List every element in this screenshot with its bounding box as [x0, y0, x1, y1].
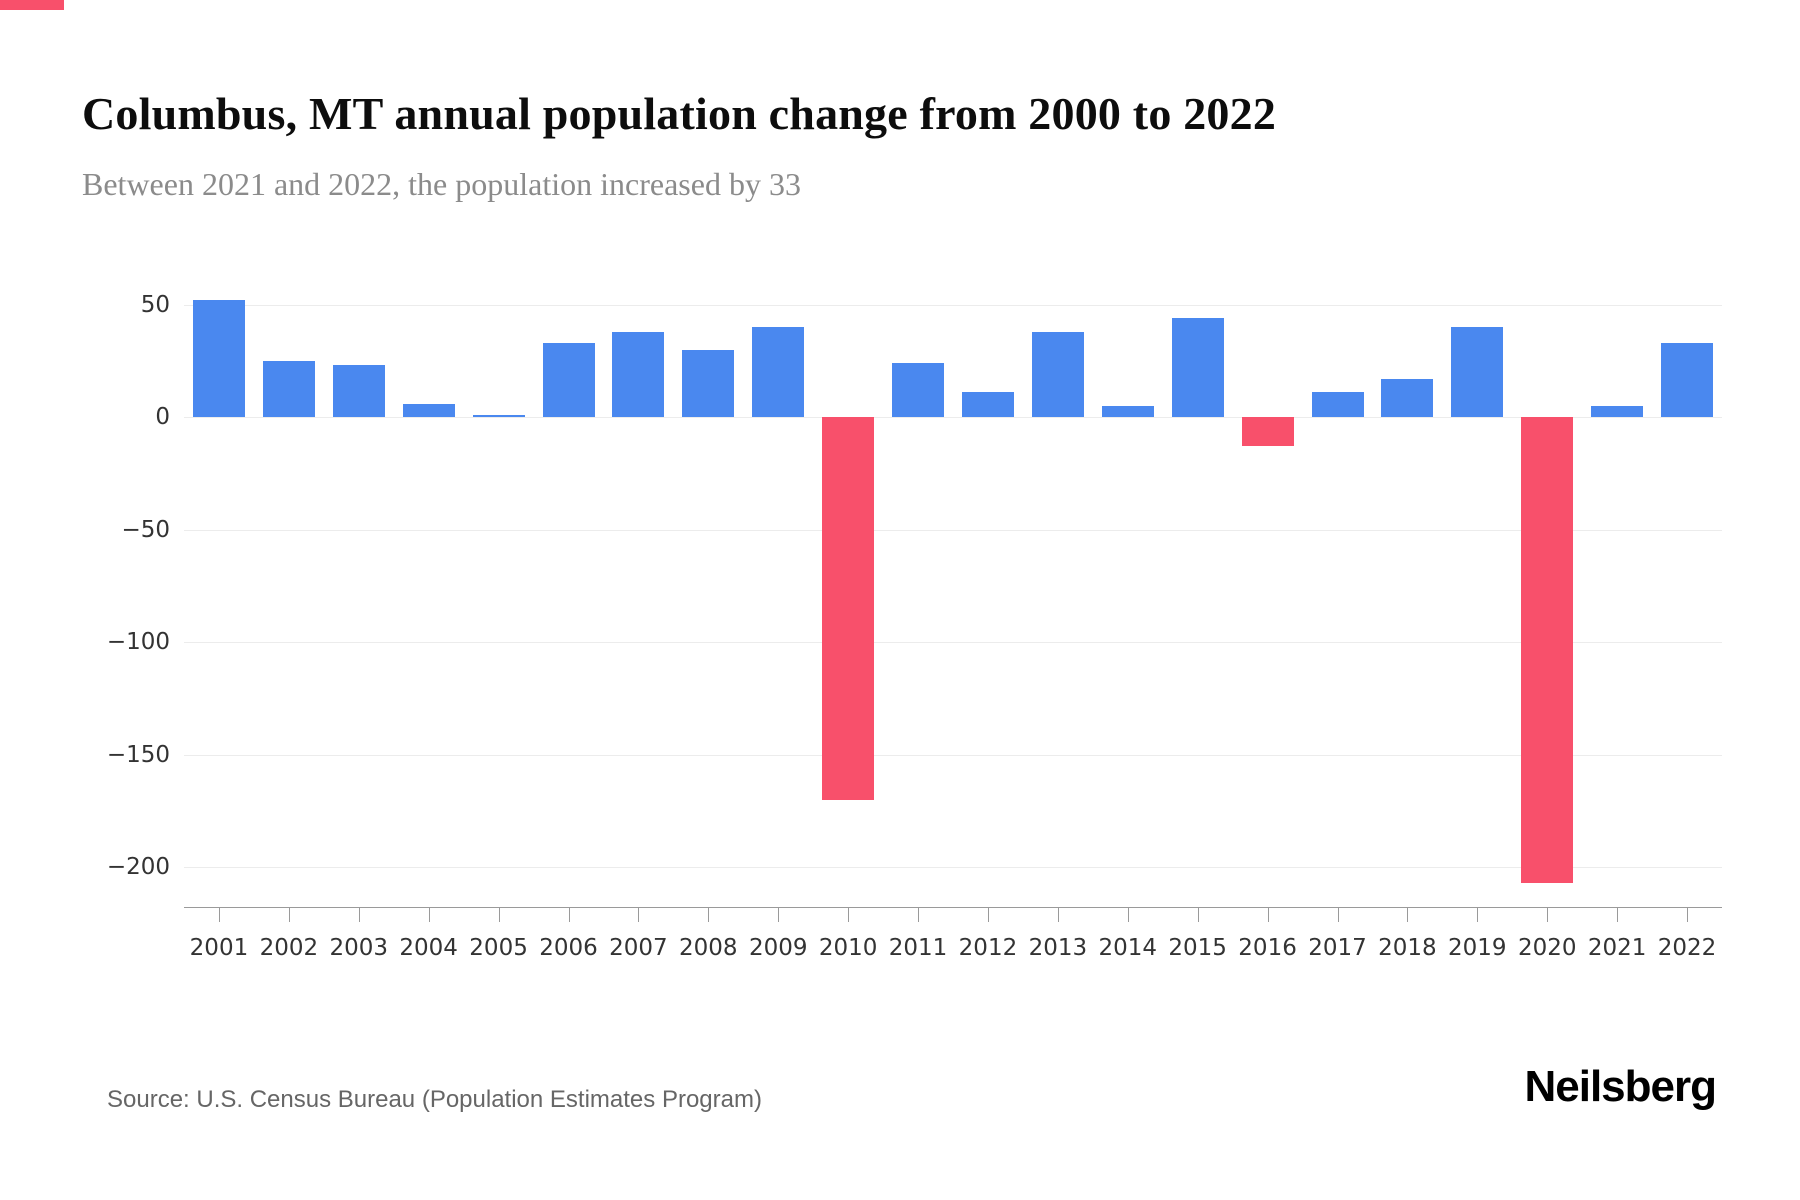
x-axis-tick [638, 907, 640, 922]
x-axis-tick-label: 2014 [1098, 935, 1158, 961]
x-axis-tick [708, 907, 710, 922]
chart-subtitle: Between 2021 and 2022, the population in… [82, 166, 801, 202]
x-axis-tick-label: 2012 [958, 935, 1018, 961]
x-axis-tick [1267, 907, 1269, 922]
x-axis-tick-label: 2021 [1587, 935, 1647, 961]
gridline [184, 304, 1722, 306]
x-axis-tick [778, 907, 780, 922]
bar-2014[interactable] [1101, 405, 1154, 417]
x-axis-tick-label: 2002 [259, 935, 319, 961]
x-axis-tick [428, 907, 430, 922]
bar-2007[interactable] [612, 331, 665, 417]
y-axis-tick-label: −200 [106, 854, 170, 880]
x-axis-tick-label: 2006 [539, 935, 598, 961]
x-axis-tick-label: 2011 [888, 935, 948, 961]
chart-title: Columbus, MT annual population change fr… [82, 87, 1277, 139]
x-axis-tick [1057, 907, 1059, 922]
gridline [184, 867, 1722, 868]
x-axis-tick-label: 2001 [189, 935, 249, 961]
bar-2018[interactable] [1381, 378, 1434, 417]
x-axis-tick-label: 2003 [329, 935, 389, 961]
gridline [184, 642, 1722, 643]
top-accent-bar [0, 0, 64, 10]
x-axis-tick [288, 907, 290, 922]
bar-2017[interactable] [1311, 392, 1364, 417]
x-axis-tick [987, 907, 989, 922]
x-axis-line [184, 907, 1722, 908]
bar-2016[interactable] [1241, 417, 1294, 447]
x-axis-tick-label: 2018 [1378, 935, 1437, 961]
bar-2003[interactable] [332, 365, 385, 417]
x-axis-tick [918, 907, 920, 922]
bar-2015[interactable] [1171, 318, 1224, 417]
x-axis-tick [1687, 907, 1689, 922]
x-axis-tick [498, 907, 500, 922]
bar-2009[interactable] [752, 327, 805, 417]
bar-2005[interactable] [472, 414, 525, 417]
source-note: Source: U.S. Census Bureau (Population E… [107, 1086, 762, 1113]
bar-2002[interactable] [262, 360, 315, 417]
gridline [184, 417, 1722, 418]
y-axis-tick-label: −100 [106, 629, 170, 655]
x-axis-tick-label: 2022 [1657, 935, 1717, 961]
x-axis-tick-label: 2009 [748, 935, 808, 961]
x-axis-tick [1477, 907, 1479, 922]
x-axis-tick [218, 907, 220, 922]
x-axis-tick-label: 2004 [399, 935, 458, 961]
x-axis-tick-label: 2020 [1517, 935, 1577, 961]
x-axis-tick [848, 907, 850, 922]
bar-2010[interactable] [822, 417, 875, 800]
y-axis-tick-label: 50 [140, 291, 170, 318]
bar-2012[interactable] [961, 392, 1014, 417]
x-axis-tick [1407, 907, 1409, 922]
y-axis-tick-label: −50 [121, 516, 170, 543]
gridline [184, 754, 1722, 756]
bar-2004[interactable] [402, 403, 455, 417]
x-axis-tick-label: 2016 [1238, 935, 1297, 961]
bar-2022[interactable] [1661, 342, 1714, 417]
neilsberg-logo: Neilsberg [1524, 1062, 1717, 1111]
x-axis-tick [1547, 907, 1549, 922]
bar-2011[interactable] [892, 363, 945, 417]
bar-2019[interactable] [1451, 327, 1504, 417]
x-axis-tick-label: 2010 [818, 935, 878, 961]
bar-2001[interactable] [192, 300, 245, 417]
y-axis-tick-label: 0 [155, 404, 170, 430]
x-axis-tick [358, 907, 360, 922]
bar-2021[interactable] [1591, 405, 1644, 417]
x-axis-tick-label: 2005 [469, 935, 528, 961]
x-axis-tick-label: 2019 [1448, 935, 1507, 961]
x-axis-tick-label: 2017 [1308, 935, 1367, 961]
x-axis-tick-label: 2007 [609, 935, 668, 961]
bar-2020[interactable] [1521, 417, 1574, 883]
x-axis-tick-label: 2013 [1028, 935, 1088, 961]
x-axis-tick [1617, 907, 1619, 922]
x-axis-tick-label: 2015 [1168, 935, 1227, 961]
y-axis-tick-label: −150 [106, 741, 170, 768]
x-axis-tick [1197, 907, 1199, 922]
bar-2008[interactable] [682, 349, 735, 417]
bar-2013[interactable] [1031, 331, 1084, 417]
x-axis-tick [568, 907, 570, 922]
x-axis-tick [1337, 907, 1339, 922]
gridline [184, 529, 1722, 531]
x-axis-tick [1127, 907, 1129, 922]
bar-2006[interactable] [542, 342, 595, 417]
x-axis-tick-label: 2008 [679, 935, 738, 961]
